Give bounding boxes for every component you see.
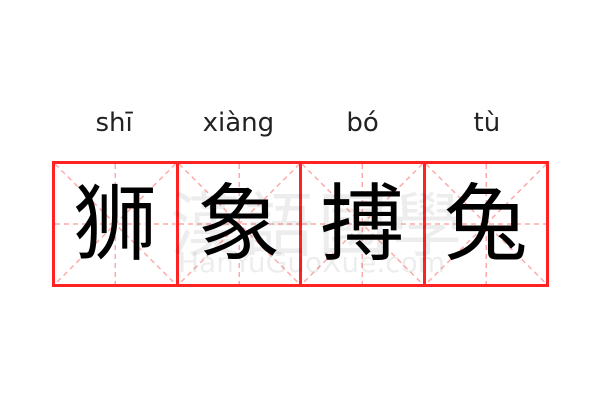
guide-line (426, 164, 547, 284)
pinyin-1: shī (95, 108, 133, 138)
character-3: 搏 (320, 175, 405, 273)
guide-line (302, 164, 423, 284)
character-cell: 搏 (302, 164, 426, 284)
guide-line (179, 164, 300, 284)
pinyin-2: xiàng (202, 108, 275, 138)
pinyin-4: tù (473, 108, 501, 138)
character-cell: 象 (179, 164, 302, 284)
character-cell: 兔 (426, 164, 547, 284)
pinyin-3: bó (346, 108, 379, 138)
character-grid: 狮 象 搏 兔 (52, 161, 549, 287)
character-cell: 狮 (55, 164, 179, 284)
guide-lines (426, 164, 547, 284)
character-2: 象 (196, 175, 281, 273)
guide-lines (302, 164, 423, 284)
pinyin-row: shī xiàng bó tù (52, 108, 549, 138)
character-4: 兔 (443, 175, 528, 273)
guide-line (55, 164, 176, 284)
guide-lines (179, 164, 300, 284)
guide-lines (55, 164, 176, 284)
character-1: 狮 (73, 175, 158, 273)
